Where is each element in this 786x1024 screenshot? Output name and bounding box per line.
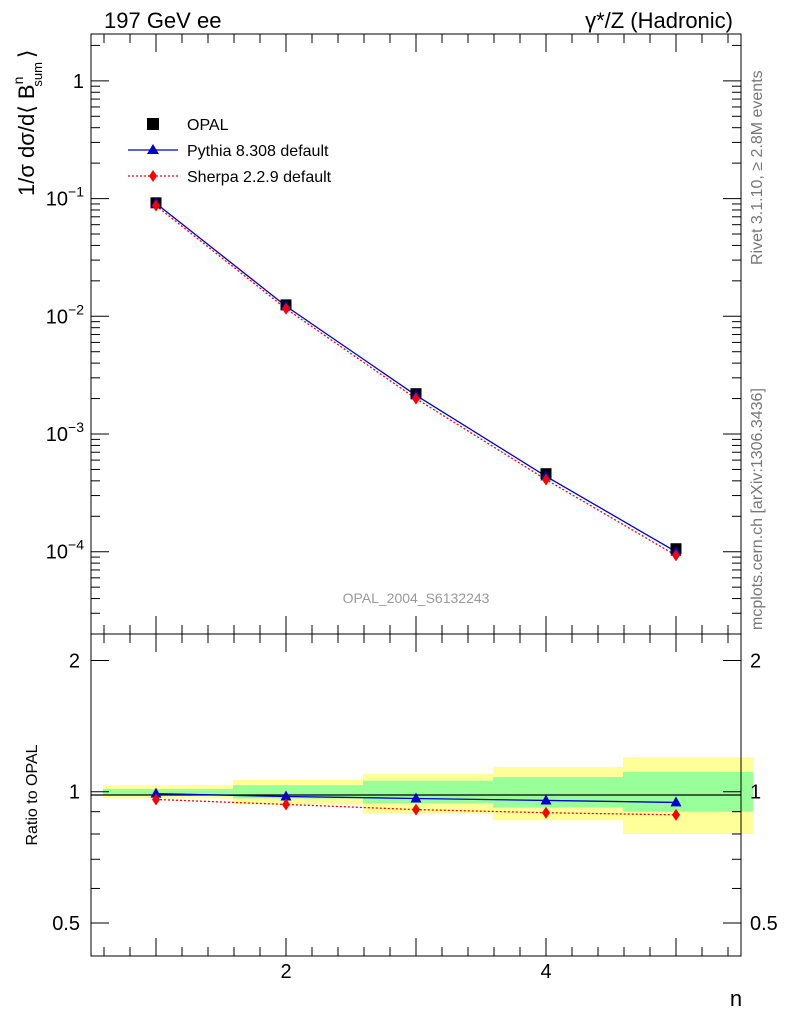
ratio-point-sherpa bbox=[542, 806, 550, 819]
legend-label-pythia: Pythia 8.308 default bbox=[187, 143, 329, 160]
legend-marker-sherpa bbox=[149, 170, 157, 182]
x-tick-label: 2 bbox=[280, 961, 291, 983]
main-point-sherpa bbox=[542, 473, 550, 486]
ratio-point-pythia bbox=[410, 792, 422, 803]
ratio-y-tick-label-right: 1 bbox=[750, 782, 761, 804]
y-axis-label-sup: n bbox=[10, 77, 26, 85]
legend: OPAL Pythia 8.308 default Sherpa 2.2.9 d… bbox=[128, 117, 332, 186]
source-label: mcplots.cern.ch [arXiv:1306.3436] bbox=[749, 388, 766, 630]
main-series-layer bbox=[150, 197, 682, 562]
y-axis-label-sub: sum bbox=[30, 62, 45, 87]
main-y-tick-label: 10−3 bbox=[46, 419, 84, 446]
main-point-sherpa bbox=[672, 549, 680, 562]
main-line-pythia bbox=[155, 202, 677, 553]
main-y-tick-label: 10−4 bbox=[46, 537, 84, 564]
main-y-axis-label: 1/σ dσ/d⟨ Bn sum ⟩ bbox=[10, 49, 45, 196]
legend-marker-pythia bbox=[147, 144, 159, 154]
ratio-point-sherpa bbox=[412, 803, 420, 816]
main-y-tick-label: 10−1 bbox=[46, 184, 84, 211]
energy-label: 197 GeV ee bbox=[104, 8, 221, 33]
legend-label-opal: OPAL bbox=[187, 117, 229, 134]
process-label: γ*/Z (Hadronic) bbox=[585, 8, 733, 33]
y-axis-label-end: ⟩ bbox=[14, 49, 39, 58]
x-axis-label: n bbox=[730, 986, 742, 1011]
ratio-point-pythia bbox=[280, 790, 292, 801]
main-line-sherpa bbox=[155, 205, 677, 556]
main-y-tick-label: 1 bbox=[73, 71, 84, 93]
ratio-point-pythia bbox=[670, 796, 682, 807]
x-tick-label: 4 bbox=[540, 961, 551, 983]
ratio-point-sherpa bbox=[152, 793, 160, 806]
ratio-point-sherpa bbox=[672, 808, 680, 821]
ratio-y-tick-label-right: 0.5 bbox=[750, 913, 778, 935]
ratio-y-tick-labels: 0.5 0.5 1 1 2 2 bbox=[52, 650, 778, 935]
ratio-point-sherpa bbox=[282, 798, 290, 811]
rivet-version-label: Rivet 3.1.10, ≥ 2.8M events bbox=[749, 70, 766, 265]
legend-marker-opal bbox=[147, 118, 159, 130]
main-y-tick-label: 10−2 bbox=[46, 301, 84, 328]
ratio-band-inner bbox=[363, 780, 493, 804]
ratio-point-pythia bbox=[150, 787, 162, 798]
main-point-sherpa bbox=[412, 392, 420, 405]
main-point-sherpa bbox=[282, 302, 290, 315]
ratio-y-tick-label-left: 1 bbox=[69, 782, 80, 804]
axis-ticks bbox=[91, 34, 741, 956]
main-point-sherpa bbox=[152, 199, 160, 212]
ratio-y-axis-label: Ratio to OPAL bbox=[24, 744, 41, 845]
ratio-y-tick-label-right: 2 bbox=[750, 650, 761, 672]
ratio-y-tick-label-left: 2 bbox=[69, 650, 80, 672]
legend-label-sherpa: Sherpa 2.2.9 default bbox=[187, 169, 332, 186]
ratio-band-inner bbox=[493, 777, 623, 808]
analysis-id-label: OPAL_2004_S6132243 bbox=[343, 590, 490, 606]
ratio-series-layer bbox=[150, 787, 682, 821]
ratio-band-inner bbox=[103, 788, 233, 795]
y-axis-label-main: 1/σ dσ/d⟨ B bbox=[14, 84, 39, 196]
ratio-y-tick-label-left: 0.5 bbox=[52, 913, 80, 935]
ratio-point-pythia bbox=[540, 794, 552, 805]
main-y-tick-labels: 1 10−1 10−2 10−3 10−4 bbox=[46, 71, 84, 564]
